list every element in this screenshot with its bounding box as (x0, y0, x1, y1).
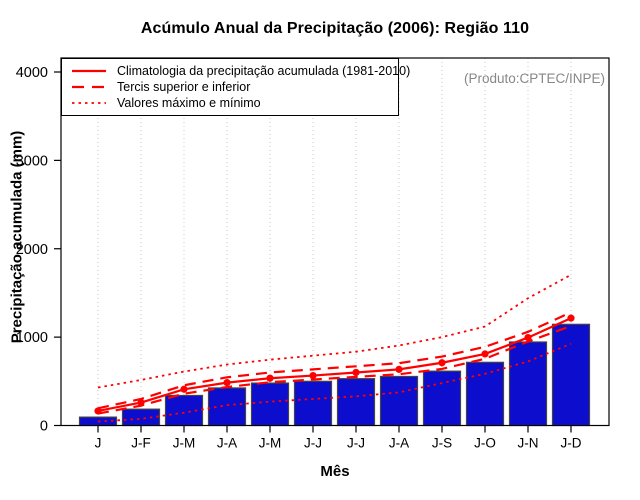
svg-text:J: J (95, 436, 102, 451)
svg-text:J-M: J-M (173, 436, 196, 451)
svg-text:J-A: J-A (389, 436, 409, 451)
legend-item-tercis: Tercis superior e inferior (70, 79, 398, 95)
x-axis-title: Mês (320, 463, 350, 480)
dotted-line-icon (72, 102, 106, 104)
dashed-line-icon (72, 85, 106, 89)
chart-legend: Climatologia da precipitação acumulada (… (61, 58, 410, 116)
svg-text:3000: 3000 (16, 153, 48, 169)
svg-text:J-A: J-A (217, 436, 237, 451)
solid-line-icon (72, 69, 106, 73)
svg-text:0: 0 (40, 419, 48, 435)
svg-text:2000: 2000 (16, 242, 48, 258)
legend-item-max-min: Valores máximo e mínimo (70, 95, 398, 111)
svg-text:4000: 4000 (16, 65, 48, 81)
svg-text:J-N: J-N (518, 436, 539, 451)
legend-label-tercis: Tercis superior e inferior (117, 80, 251, 94)
chart-title: Acúmulo Anual da Precipitação (2006): Re… (140, 20, 530, 37)
svg-text:J-D: J-D (561, 436, 582, 451)
legend-item-climatology: Climatologia da precipitação acumulada (… (70, 63, 410, 79)
svg-text:1000: 1000 (16, 330, 48, 346)
svg-text:J-S: J-S (432, 436, 452, 451)
svg-text:J-J: J-J (347, 436, 365, 451)
svg-text:J-J: J-J (304, 436, 322, 451)
svg-text:J-O: J-O (474, 436, 496, 451)
producer-annotation: (Produto:CPTEC/INPE) (463, 71, 605, 86)
legend-label-climatology: Climatologia da precipitação acumulada (… (117, 64, 411, 78)
svg-text:J-M: J-M (259, 436, 282, 451)
y-axis-title: Precipitação acumulada (mm) (8, 130, 26, 344)
legend-label-max-min: Valores máximo e mínimo (117, 96, 261, 110)
svg-text:J-F: J-F (131, 436, 151, 451)
